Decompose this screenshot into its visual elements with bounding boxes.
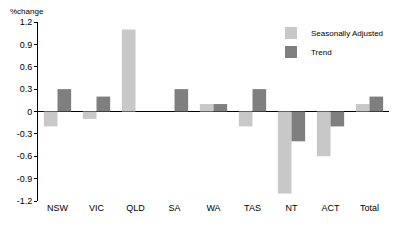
svg-text:0: 0	[27, 107, 32, 117]
svg-text:0.3: 0.3	[20, 84, 33, 94]
svg-text:-0.6: -0.6	[17, 151, 33, 161]
svg-text:Trend: Trend	[311, 48, 332, 57]
svg-text:Seasonally Adjusted: Seasonally Adjusted	[311, 29, 383, 38]
svg-text:TAS: TAS	[244, 203, 261, 213]
svg-text:WA: WA	[206, 203, 220, 213]
svg-text:NSW: NSW	[47, 203, 69, 213]
svg-text:-0.3: -0.3	[17, 129, 33, 139]
svg-text:NT: NT	[286, 203, 298, 213]
svg-text:SA: SA	[168, 203, 180, 213]
svg-text:0.9: 0.9	[20, 40, 33, 50]
svg-text:%change: %change	[10, 7, 44, 16]
svg-text:-1.2: -1.2	[17, 196, 33, 206]
svg-text:ACT: ACT	[322, 203, 341, 213]
svg-text:Total: Total	[360, 203, 379, 213]
svg-text:-0.9: -0.9	[17, 174, 33, 184]
svg-text:VIC: VIC	[89, 203, 105, 213]
svg-text:0.6: 0.6	[20, 62, 33, 72]
svg-text:1.2: 1.2	[20, 17, 33, 27]
svg-text:QLD: QLD	[126, 203, 145, 213]
